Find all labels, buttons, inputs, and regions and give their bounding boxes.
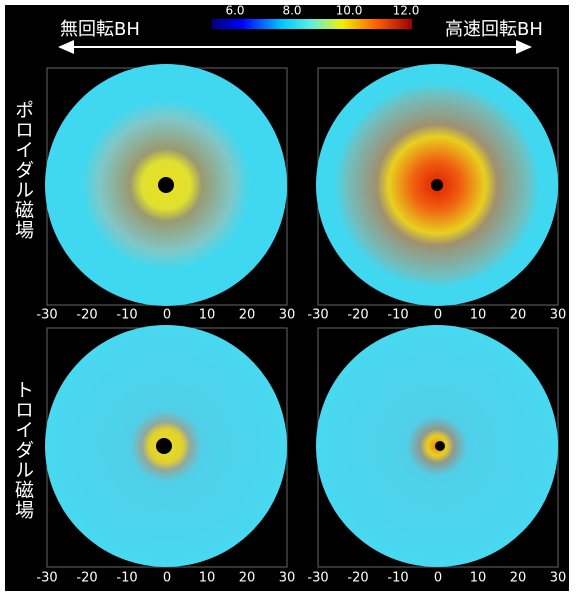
left-title: 無回転BH (60, 19, 140, 40)
black-hole (156, 438, 172, 454)
x-tick-label: 20 (510, 308, 527, 323)
x-tick-label: -20 (76, 308, 97, 323)
x-tick-label: -30 (307, 571, 328, 586)
x-tick-label: -10 (116, 571, 137, 586)
x-tick-label: 10 (470, 308, 487, 323)
x-tick-label: 30 (279, 571, 296, 586)
x-tick-label: 10 (470, 571, 487, 586)
x-tick-label: 0 (163, 308, 171, 323)
black-hole (431, 179, 443, 191)
x-tick-label: 0 (434, 571, 442, 586)
x-tick-label: -10 (116, 308, 137, 323)
row-label: ポロイダル磁場 (10, 100, 37, 240)
x-tick-label: -20 (347, 571, 368, 586)
x-tick-label: -30 (36, 571, 57, 586)
x-tick-label: -20 (76, 571, 97, 586)
x-tick-label: 20 (239, 571, 256, 586)
x-tick-label: 0 (163, 571, 171, 586)
colorbar-tick-label: 10.0 (336, 4, 363, 18)
x-tick-label: -30 (36, 308, 57, 323)
x-tick-label: -30 (307, 308, 328, 323)
figure: 無回転BH 高速回転BH 6.0 8.0 10.0 12.0 -30 -20 -10 0 10… (0, 0, 576, 596)
x-tick-label: 0 (434, 308, 442, 323)
x-tick-label: 10 (199, 308, 216, 323)
colorbar-tick-label: 12.0 (393, 4, 420, 18)
colorbar (212, 19, 412, 29)
x-tick-label: -20 (347, 308, 368, 323)
x-tick-label: 30 (279, 308, 296, 323)
x-tick-label: 10 (199, 571, 216, 586)
x-tick-label: -10 (387, 308, 408, 323)
row-label: トロイダル磁場 (10, 380, 37, 520)
right-title: 高速回転BH (445, 19, 543, 40)
black-hole (435, 441, 445, 451)
x-tick-label: 20 (239, 308, 256, 323)
x-tick-label: -10 (387, 571, 408, 586)
black-hole (158, 177, 174, 193)
x-tick-label: 30 (550, 308, 567, 323)
colorbar-tick-label: 8.0 (282, 4, 301, 18)
colorbar-tick-label: 6.0 (225, 4, 244, 18)
x-tick-label: 30 (550, 571, 567, 586)
figure-canvas: 無回転BH 高速回転BH 6.0 8.0 10.0 12.0 -30 -20 -10 0 10… (0, 0, 576, 596)
x-tick-label: 20 (510, 571, 527, 586)
